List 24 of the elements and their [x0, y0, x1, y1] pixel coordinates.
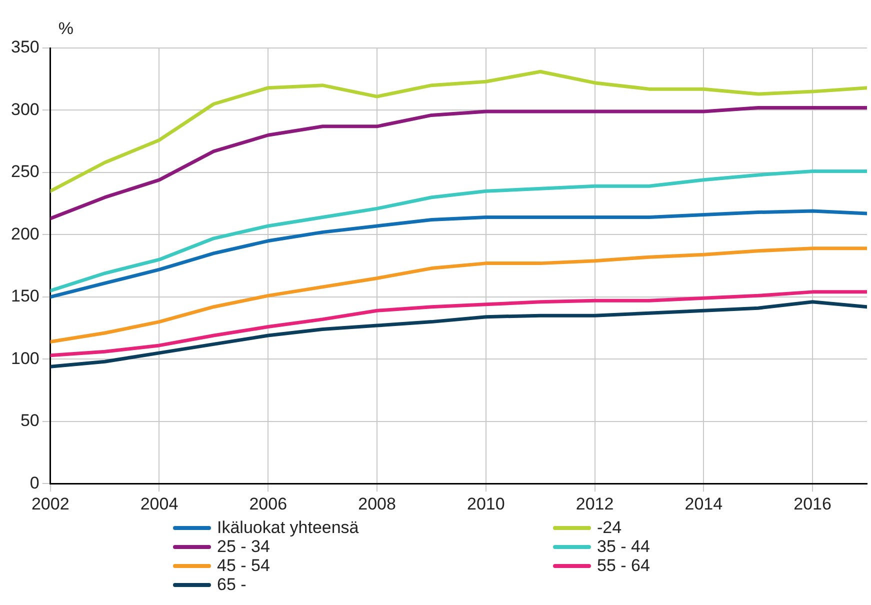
legend-label: 35 - 44: [597, 536, 650, 556]
y-tick-label: 150: [10, 286, 40, 306]
y-tick-label: 200: [10, 224, 40, 244]
legend-label: 65 -: [217, 574, 246, 594]
y-tick-label: 0: [30, 473, 40, 492]
legend-label: Ikäluokat yhteensä: [217, 518, 359, 538]
x-tick-label: 2006: [249, 494, 288, 514]
legend-label: -24: [597, 518, 622, 538]
x-tick-label: 2012: [576, 494, 614, 514]
y-tick-label: 350: [10, 38, 40, 57]
legend-label: 45 - 54: [217, 556, 270, 576]
x-tick-label: 2008: [358, 494, 396, 514]
x-tick-label: 2016: [794, 494, 832, 514]
x-tick-label: 2014: [684, 494, 723, 514]
y-axis-title: %: [58, 19, 74, 38]
x-tick-label: 2004: [140, 494, 178, 514]
x-tick-label: 2010: [466, 494, 505, 514]
y-tick-label: 300: [10, 100, 40, 119]
y-tick-label: 50: [20, 411, 40, 430]
legend-label: 55 - 64: [597, 556, 650, 576]
legend-label: 25 - 34: [217, 536, 270, 556]
x-tick-label: 2002: [31, 494, 70, 514]
y-tick-label: 100: [10, 348, 40, 368]
y-tick-label: 250: [10, 162, 40, 182]
